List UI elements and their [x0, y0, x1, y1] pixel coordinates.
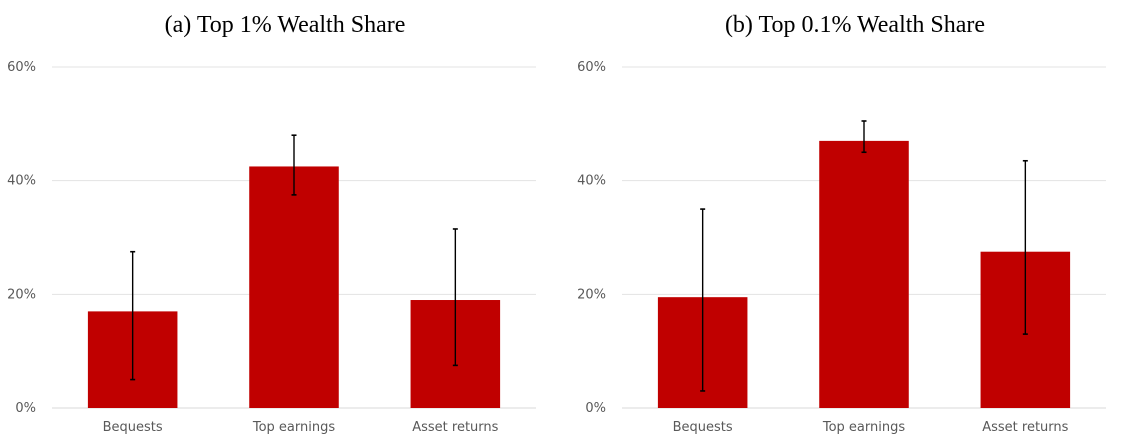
chart-panel-top-1-percent: (a) Top 1% Wealth Share 0% 20% 40% 60% Beque…: [7, 12, 536, 435]
y-tick-label: 20%: [7, 287, 36, 302]
x-tick-label: Top earnings: [822, 420, 905, 435]
y-tick-label: 60%: [7, 60, 36, 75]
chart-title: (b) Top 0.1% Wealth Share: [724, 12, 986, 38]
x-tick-label: Bequests: [673, 420, 733, 435]
y-tick-label: 0%: [15, 401, 36, 416]
y-tick-label: 60%: [577, 60, 606, 75]
y-tick-label: 0%: [585, 401, 606, 416]
chart-top-1-percent: 0% 20% 40% 60% Bequests Top earnings Asset ret…: [7, 60, 536, 435]
x-tick-label: Asset returns: [412, 420, 498, 435]
chart-panel-top-0-1-percent: (b) Top 0.1% Wealth Share 0% 20% 40% 60% Beq…: [570, 0, 1140, 437]
chart-top-0-1-percent: 0% 20% 40% 60% Bequests Top earnings Asset ret…: [577, 60, 1106, 435]
x-tick-label: Top earnings: [252, 420, 335, 435]
x-tick-label: Asset returns: [982, 420, 1068, 435]
y-tick-label: 40%: [577, 174, 606, 189]
chart-title: (a) Top 1% Wealth Share: [164, 12, 406, 38]
x-tick-label: Bequests: [103, 420, 163, 435]
bar: [249, 166, 339, 408]
bar: [819, 140, 909, 408]
y-tick-label: 40%: [7, 174, 36, 189]
y-tick-label: 20%: [577, 287, 606, 302]
